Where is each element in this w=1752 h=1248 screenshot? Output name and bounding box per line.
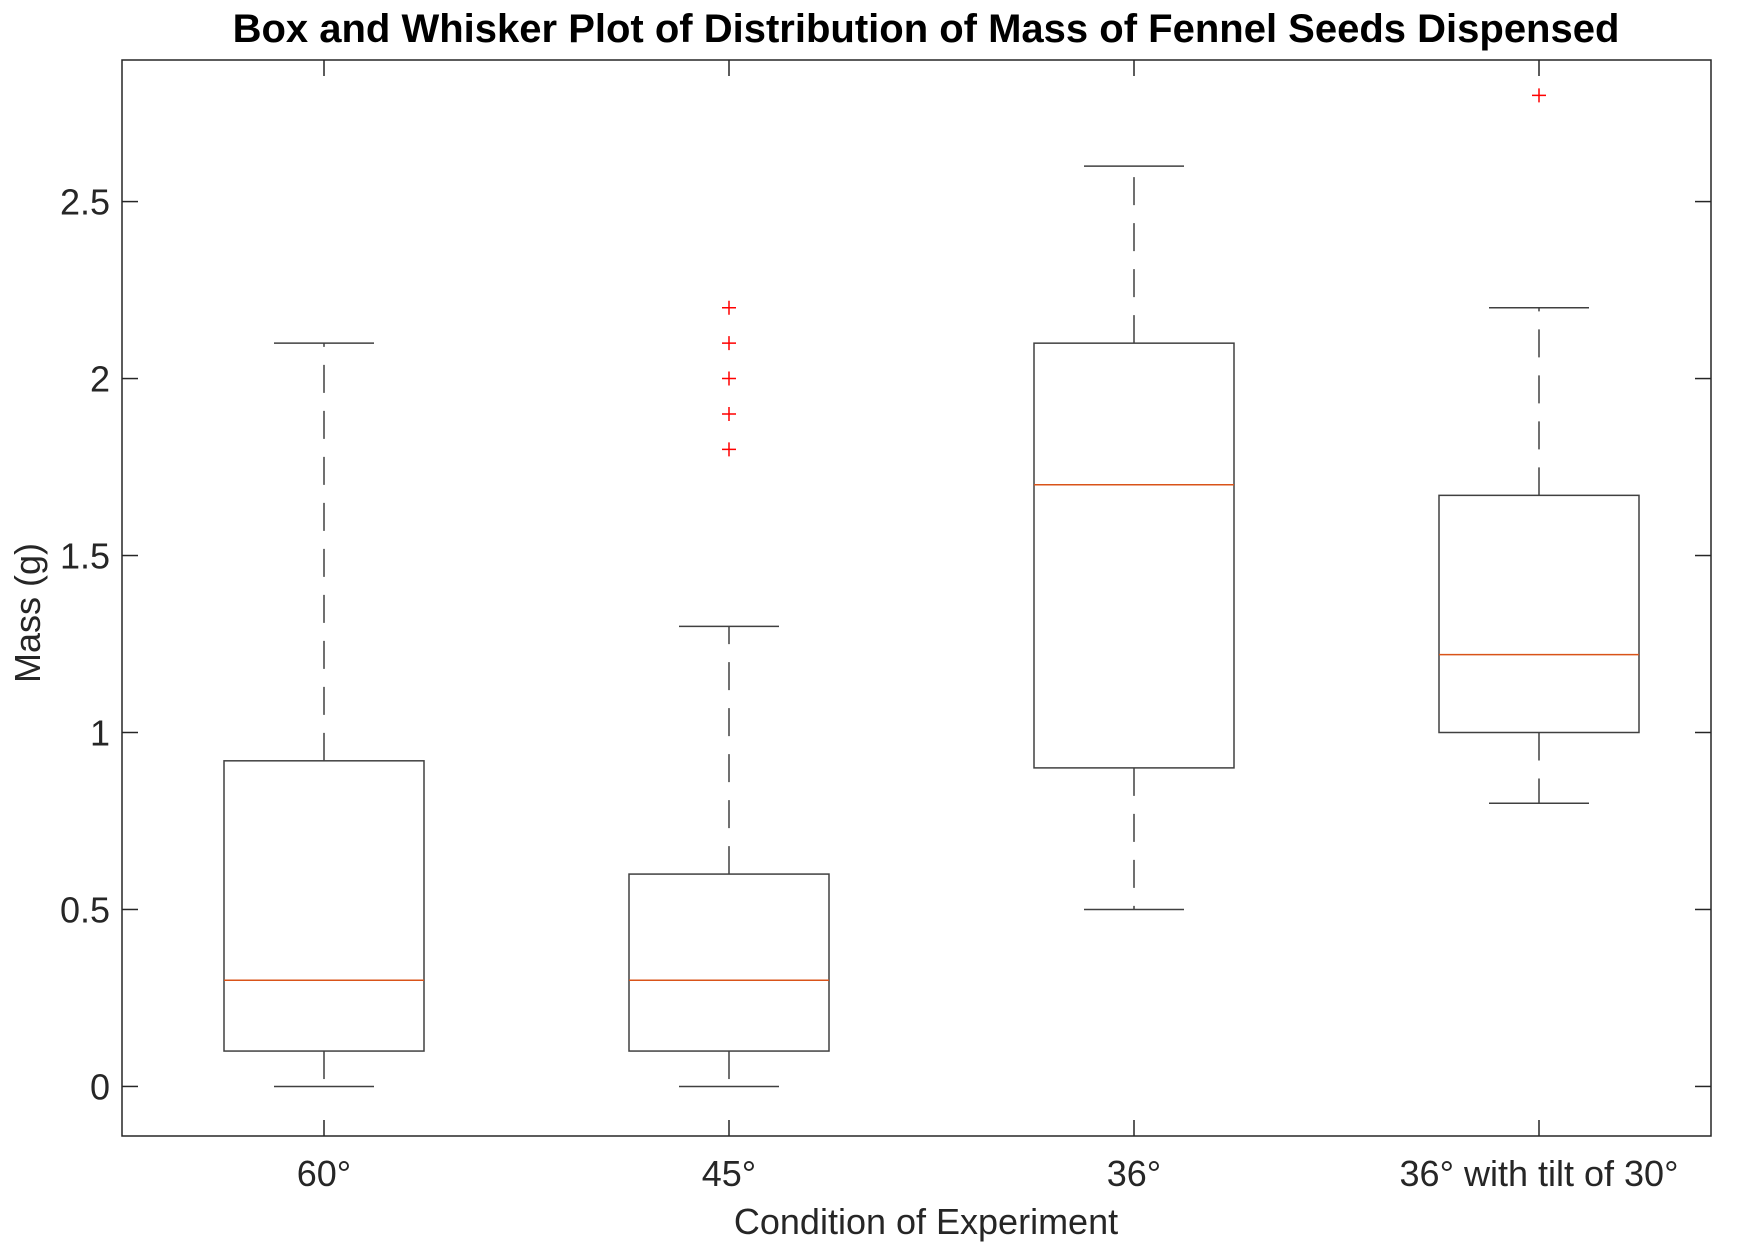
box-iqr xyxy=(628,873,830,1052)
outlier-marker xyxy=(722,336,736,351)
outlier-marker xyxy=(722,442,736,457)
y-axis-label: Mass (g) xyxy=(7,543,48,683)
outlier-marker xyxy=(722,300,736,315)
box-iqr xyxy=(223,760,425,1052)
x-tick-label: 60° xyxy=(297,1153,351,1194)
y-tick-label: 0 xyxy=(90,1066,110,1107)
chart-title: Box and Whisker Plot of Distribution of … xyxy=(233,7,1620,51)
outlier-marker xyxy=(1532,88,1546,103)
outlier-marker xyxy=(722,406,736,421)
box-iqr xyxy=(1033,342,1235,769)
y-tick-label: 2.5 xyxy=(60,182,110,223)
axes-frame xyxy=(121,59,1712,1137)
x-tick-label: 36° xyxy=(1107,1153,1161,1194)
x-axis-label: Condition of Experiment xyxy=(734,1201,1118,1242)
y-tick-label: 1 xyxy=(90,713,110,754)
y-tick-label: 1.5 xyxy=(60,536,110,577)
plot-area: 0 0.5 1 1.5 2 2.5 60° 45° 36° 36° with tilt of 30… xyxy=(60,59,1712,1194)
box-iqr xyxy=(1438,494,1640,734)
y-tick-label: 0.5 xyxy=(60,889,110,930)
y-tick-label: 2 xyxy=(90,359,110,400)
x-tick-label: 36° with tilt of 30° xyxy=(1400,1153,1679,1194)
x-tick-label: 45° xyxy=(702,1153,756,1194)
outlier-marker xyxy=(722,371,736,386)
